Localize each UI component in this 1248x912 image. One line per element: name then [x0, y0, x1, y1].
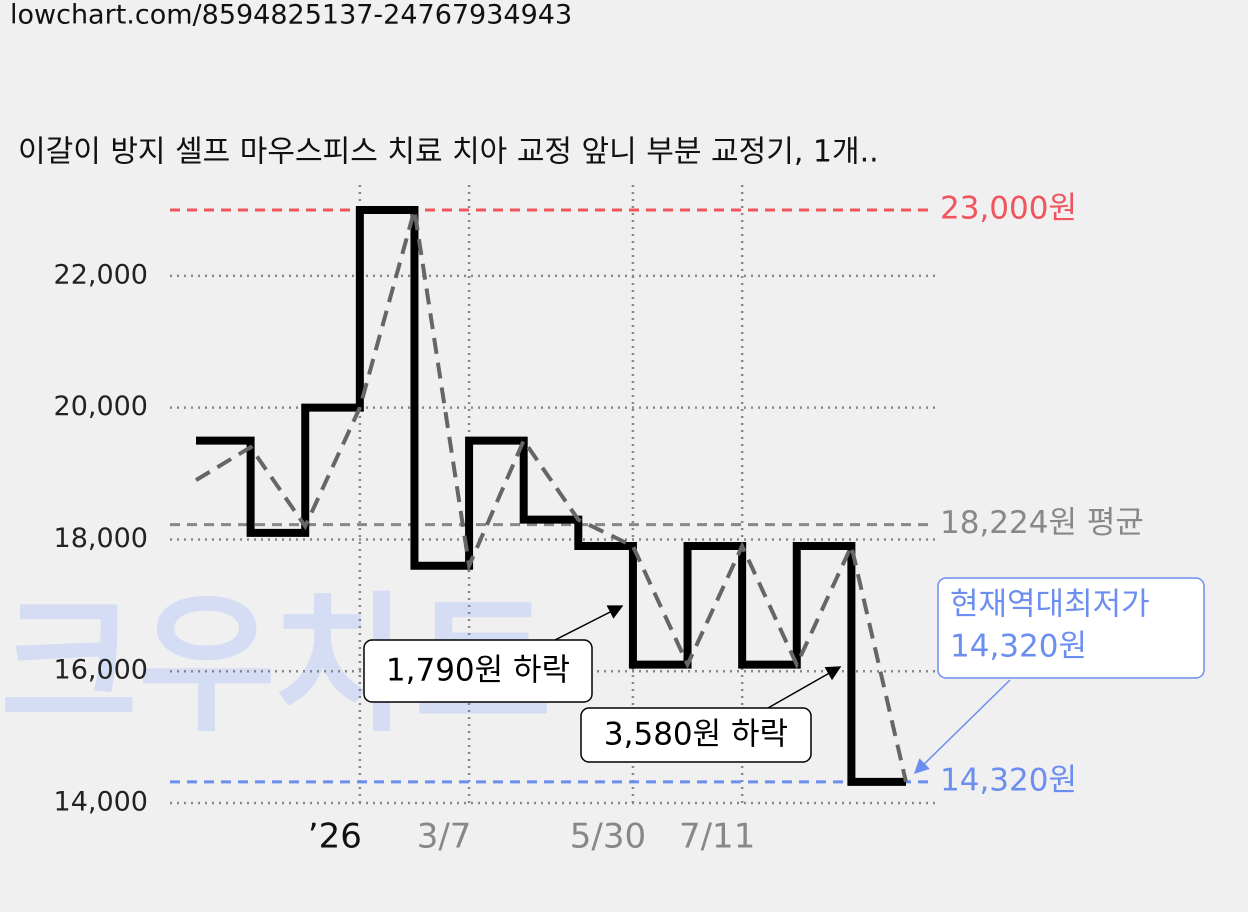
annotation-box	[363, 639, 593, 703]
url: lowchart.com/8594825137-24767934943	[10, 0, 572, 31]
arrow	[554, 605, 624, 641]
annotation-box	[580, 707, 812, 763]
arrow	[767, 666, 842, 709]
trend-line	[194, 209, 908, 783]
reference-label: 18,224원 평균	[940, 505, 1144, 541]
y-tick-label: 22,000	[54, 259, 148, 290]
annotation: 14,320원	[950, 629, 1087, 665]
arrow	[913, 679, 1011, 775]
reference-label: 14,320원	[940, 762, 1077, 798]
x-tick-label: 3/7	[417, 817, 472, 857]
x-tick-label: ’26	[308, 817, 362, 857]
x-tick-label: 7/11	[679, 817, 755, 857]
annotation: 3,580원 하락	[604, 717, 788, 753]
chart-title: 이갈이 방지 셀프 마우스피스 치료 치아 교정 앞니 부분 교정기, 1개..	[18, 135, 879, 170]
y-tick-label: 14,000	[54, 787, 148, 818]
annotation-box	[937, 577, 1205, 679]
y-tick-label: 18,000	[54, 523, 148, 554]
x-tick-label: 5/30	[570, 817, 646, 857]
price-line	[196, 206, 906, 786]
annotation: 현재역대최저가	[950, 587, 1150, 623]
annotation: 1,790원 하락	[386, 653, 570, 689]
reference-label: 23,000원	[940, 191, 1077, 227]
y-tick-label: 20,000	[54, 391, 148, 422]
y-tick-label: 16,000	[54, 655, 148, 686]
